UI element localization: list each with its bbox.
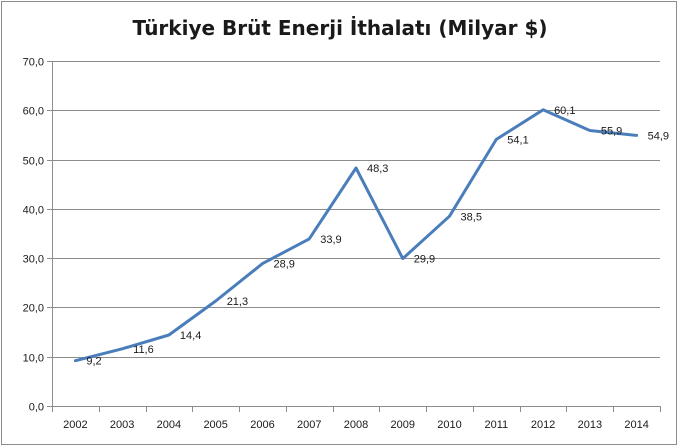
x-tick-label: 2005: [203, 419, 227, 431]
data-label: 33,9: [320, 234, 341, 246]
y-tick-label: 40,0: [23, 205, 44, 217]
y-tick-label: 70,0: [23, 57, 44, 69]
x-tick-label: 2003: [110, 419, 134, 431]
data-label: 21,3: [227, 296, 248, 308]
y-tick-label: 60,0: [23, 106, 44, 118]
data-label: 14,4: [180, 330, 201, 342]
x-tick-label: 2012: [531, 419, 555, 431]
x-tick-label: 2007: [297, 419, 321, 431]
y-tick-label: 20,0: [23, 303, 44, 315]
data-label: 60,1: [554, 105, 575, 117]
series-line: [73, 108, 639, 363]
data-label: 11,6: [133, 344, 154, 356]
x-tick-label: 2011: [484, 419, 508, 431]
data-label: 54,9: [648, 130, 669, 142]
x-tick-label: 2010: [437, 419, 461, 431]
data-label: 54,1: [507, 134, 528, 146]
y-tick-label: 50,0: [23, 156, 44, 168]
data-label: 38,5: [461, 211, 482, 223]
x-tick-label: 2004: [157, 419, 181, 431]
y-tick-label: 0,0: [29, 402, 44, 414]
x-tick-label: 2009: [391, 419, 415, 431]
data-label: 55,9: [601, 125, 622, 137]
y-tick-label: 30,0: [23, 254, 44, 266]
x-tick-label: 2006: [250, 419, 274, 431]
data-label: 9,2: [86, 356, 101, 368]
data-label: 48,3: [367, 163, 388, 175]
x-tick-label: 2002: [63, 419, 87, 431]
x-tick-label: 2008: [344, 419, 368, 431]
data-label: 28,9: [273, 259, 294, 271]
data-label: 29,9: [414, 254, 435, 266]
chart-title: Türkiye Brüt Enerji İthalatı (Milyar $): [132, 16, 548, 40]
x-tick-label: 2014: [624, 419, 648, 431]
y-tick-label: 10,0: [23, 353, 44, 365]
x-tick-label: 2013: [578, 419, 602, 431]
